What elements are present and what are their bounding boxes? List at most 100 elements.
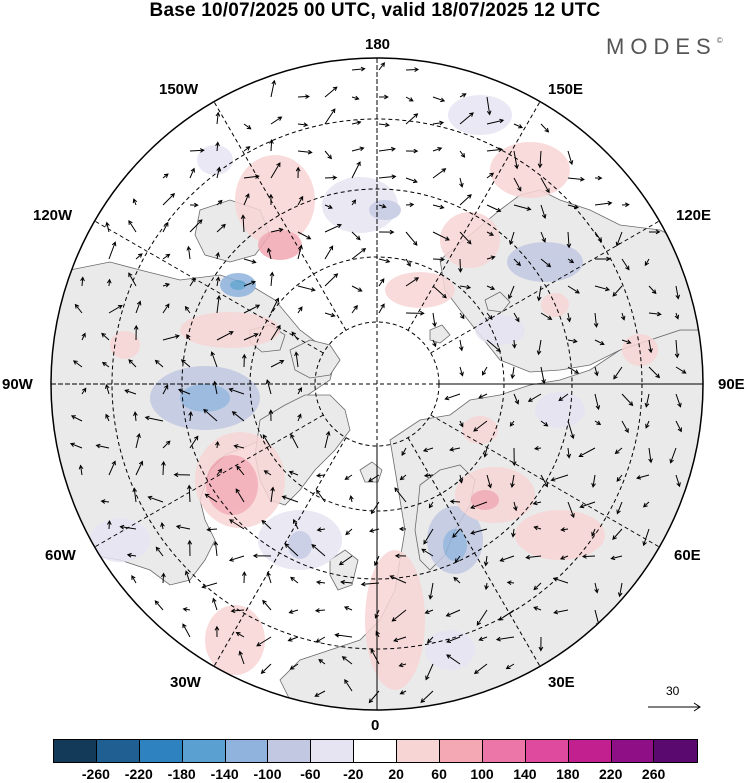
colorbar-tick: -220: [124, 766, 153, 782]
wind-vector: [495, 636, 515, 642]
wind-vector: [405, 96, 414, 102]
wind-vector: [215, 251, 220, 260]
wind-vector: [188, 411, 193, 422]
wind-vector: [101, 361, 110, 368]
wind-vector: [135, 300, 142, 314]
wind-vector: [614, 447, 623, 455]
wind-vector: [154, 600, 164, 611]
wind-vector: [173, 472, 191, 478]
wind-vector: [213, 540, 219, 557]
wind-vector: [243, 304, 261, 314]
wind-vector: [162, 253, 171, 260]
wind-vector: [162, 192, 176, 206]
wind-vector: [567, 150, 574, 166]
label-60w: 60W: [45, 547, 76, 564]
wind-vector: [566, 447, 572, 459]
wind-vector: [315, 580, 326, 585]
wind-vector: [128, 359, 137, 368]
wind-vector: [297, 244, 303, 260]
wind-vector: [340, 579, 353, 585]
wind-vector: [510, 366, 516, 380]
wind-vector: [378, 278, 385, 287]
wind-vector: [369, 528, 380, 533]
wind-vector: [351, 161, 361, 179]
wind-vector: [533, 606, 542, 611]
wind-vector: [70, 415, 83, 422]
wind-vector: [483, 447, 488, 458]
wind-vector: [105, 413, 110, 422]
colorbar-swatch: [96, 740, 140, 762]
wind-vector: [610, 555, 623, 561]
wind-vector: [591, 474, 596, 488]
wind-vector: [241, 353, 247, 368]
wind-vector: [270, 116, 283, 125]
wind-vector: [162, 303, 170, 314]
wind-vector: [648, 229, 661, 235]
brand-logo: MODES©: [606, 34, 723, 59]
wind-vector: [512, 339, 517, 349]
wind-vector: [162, 282, 171, 288]
wind-vector: [184, 570, 191, 584]
wind-vector: [648, 285, 657, 295]
wind-vector: [106, 520, 112, 530]
wind-vector: [135, 253, 143, 260]
wind-vector: [391, 609, 407, 622]
wind-vector: [506, 580, 515, 586]
wind-vector: [615, 231, 623, 247]
colorbar-swatch: [182, 740, 226, 762]
wind-vector: [426, 636, 434, 644]
wind-vector: [290, 576, 299, 584]
wind-vector: [351, 247, 367, 260]
wind-vector: [235, 632, 245, 638]
wind-vector: [289, 663, 299, 670]
colorbar-tick: -60: [300, 766, 321, 782]
uk: [329, 549, 359, 591]
wind-vector: [405, 67, 420, 72]
wind-vector: [216, 223, 226, 233]
wind-vector: [432, 96, 446, 103]
wind-vector: [594, 175, 603, 181]
wind-vector: [175, 524, 191, 530]
wind-vector: [288, 470, 299, 476]
wind-vector: [566, 312, 572, 323]
wind-vector: [428, 582, 434, 600]
wind-vector: [405, 113, 419, 125]
wind-vector: [189, 435, 199, 449]
meridian-line: [94, 220, 324, 354]
wind-vector: [292, 518, 299, 530]
wind-vector: [162, 440, 171, 449]
wind-vector: [446, 636, 461, 644]
wind-vector: [536, 285, 542, 302]
wind-vector: [314, 608, 326, 613]
wind-vector: [106, 278, 112, 287]
wind-vector: [351, 285, 363, 292]
wind-vector: [324, 273, 339, 287]
label-120e: 120E: [676, 207, 712, 224]
wind-vector: [486, 285, 496, 291]
colorbar-swatch: [354, 740, 398, 762]
wind-vector: [486, 255, 496, 260]
wind-vector: [297, 122, 309, 128]
map-title: Base 10/07/2025 00 UTC, valid 18/07/2025…: [149, 0, 601, 21]
wind-vector: [297, 231, 312, 240]
wind-vector: [162, 384, 169, 395]
wind-vector: [567, 338, 578, 344]
label-150w: 150W: [159, 81, 199, 98]
wind-vector: [513, 312, 520, 323]
colorbar-swatch: [611, 740, 655, 762]
wind-vector: [229, 519, 245, 530]
wind-vector: [432, 285, 447, 299]
wind-vector: [297, 149, 313, 155]
wind-vector: [281, 495, 299, 503]
wind-vector: [215, 141, 220, 152]
wind-vector: [405, 277, 420, 287]
colorbar-swatch: [225, 740, 269, 762]
wind-vector: [674, 312, 680, 320]
wind-vector: [398, 526, 407, 532]
wind-vector: [187, 539, 193, 557]
wind-vector: [126, 552, 137, 558]
wind-vector: [459, 312, 465, 320]
wind-vector: [204, 493, 218, 503]
meridian-line: [430, 220, 660, 354]
colorbar-tick: 140: [513, 766, 537, 782]
